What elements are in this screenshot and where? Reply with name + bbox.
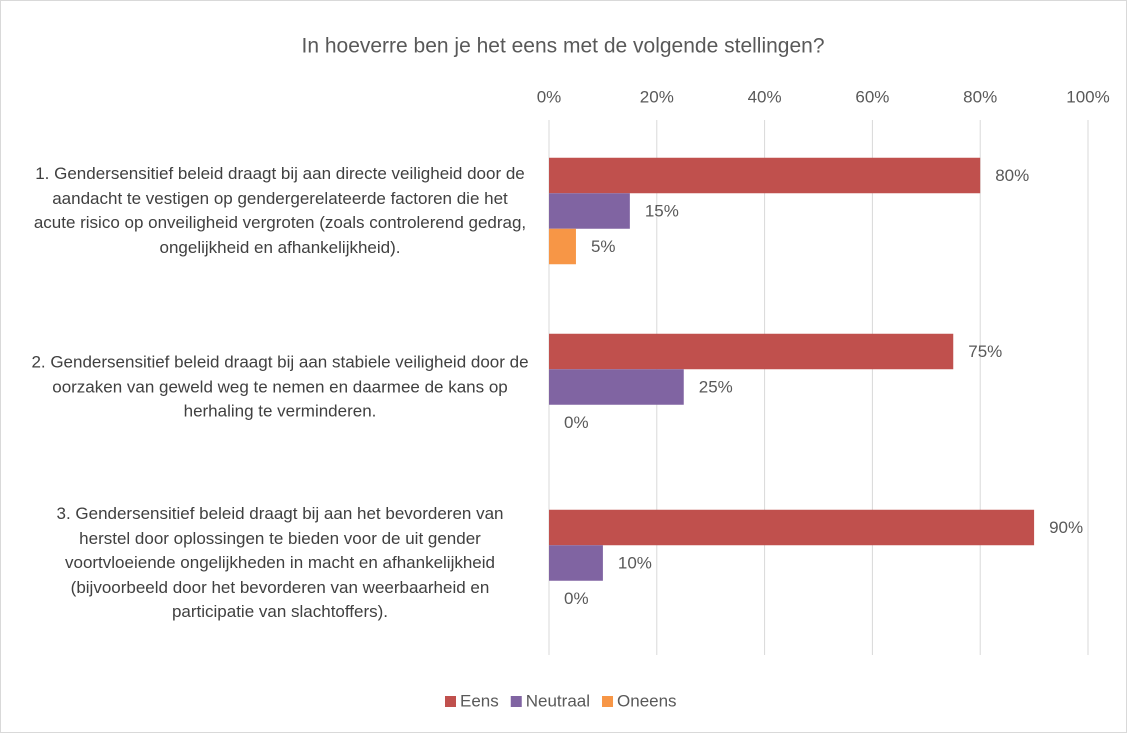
x-tick-label: 100%	[1066, 87, 1109, 106]
bar	[549, 193, 630, 229]
x-tick-label: 0%	[537, 87, 562, 106]
legend-label: Eens	[460, 691, 499, 710]
data-label: 10%	[618, 553, 652, 572]
bar	[549, 228, 576, 265]
legend-swatch	[510, 696, 522, 707]
data-label: 25%	[699, 377, 733, 396]
data-label: 90%	[1049, 518, 1083, 537]
x-tick-label: 20%	[640, 87, 674, 106]
bar	[549, 509, 1035, 546]
data-label: 75%	[968, 342, 1002, 361]
y-tick-label: 3. Gendersensitief beleid draagt bij aan…	[56, 503, 504, 621]
legend-swatch	[445, 696, 456, 707]
bar	[549, 545, 603, 581]
legend-swatch	[602, 696, 614, 707]
x-tick-label: 40%	[748, 87, 782, 106]
legend-label: Oneens	[617, 691, 677, 710]
data-label: 0%	[564, 589, 589, 608]
y-tick-label: 2. Gendersensitief beleid draagt bij aan…	[31, 352, 529, 421]
data-label: 15%	[645, 201, 679, 220]
data-label: 0%	[564, 413, 589, 432]
bar	[549, 157, 981, 194]
chart-title: In hoeverre ben je het eens met de volge…	[301, 35, 824, 58]
x-tick-label: 60%	[855, 87, 889, 106]
data-label: 80%	[995, 166, 1029, 185]
bar	[549, 333, 954, 370]
x-tick-label: 80%	[963, 87, 997, 106]
data-label: 5%	[591, 237, 616, 256]
bar	[549, 369, 684, 405]
legend-label: Neutraal	[526, 691, 590, 710]
y-tick-label: 1. Gendersensitief beleid draagt bij aan…	[33, 164, 527, 257]
